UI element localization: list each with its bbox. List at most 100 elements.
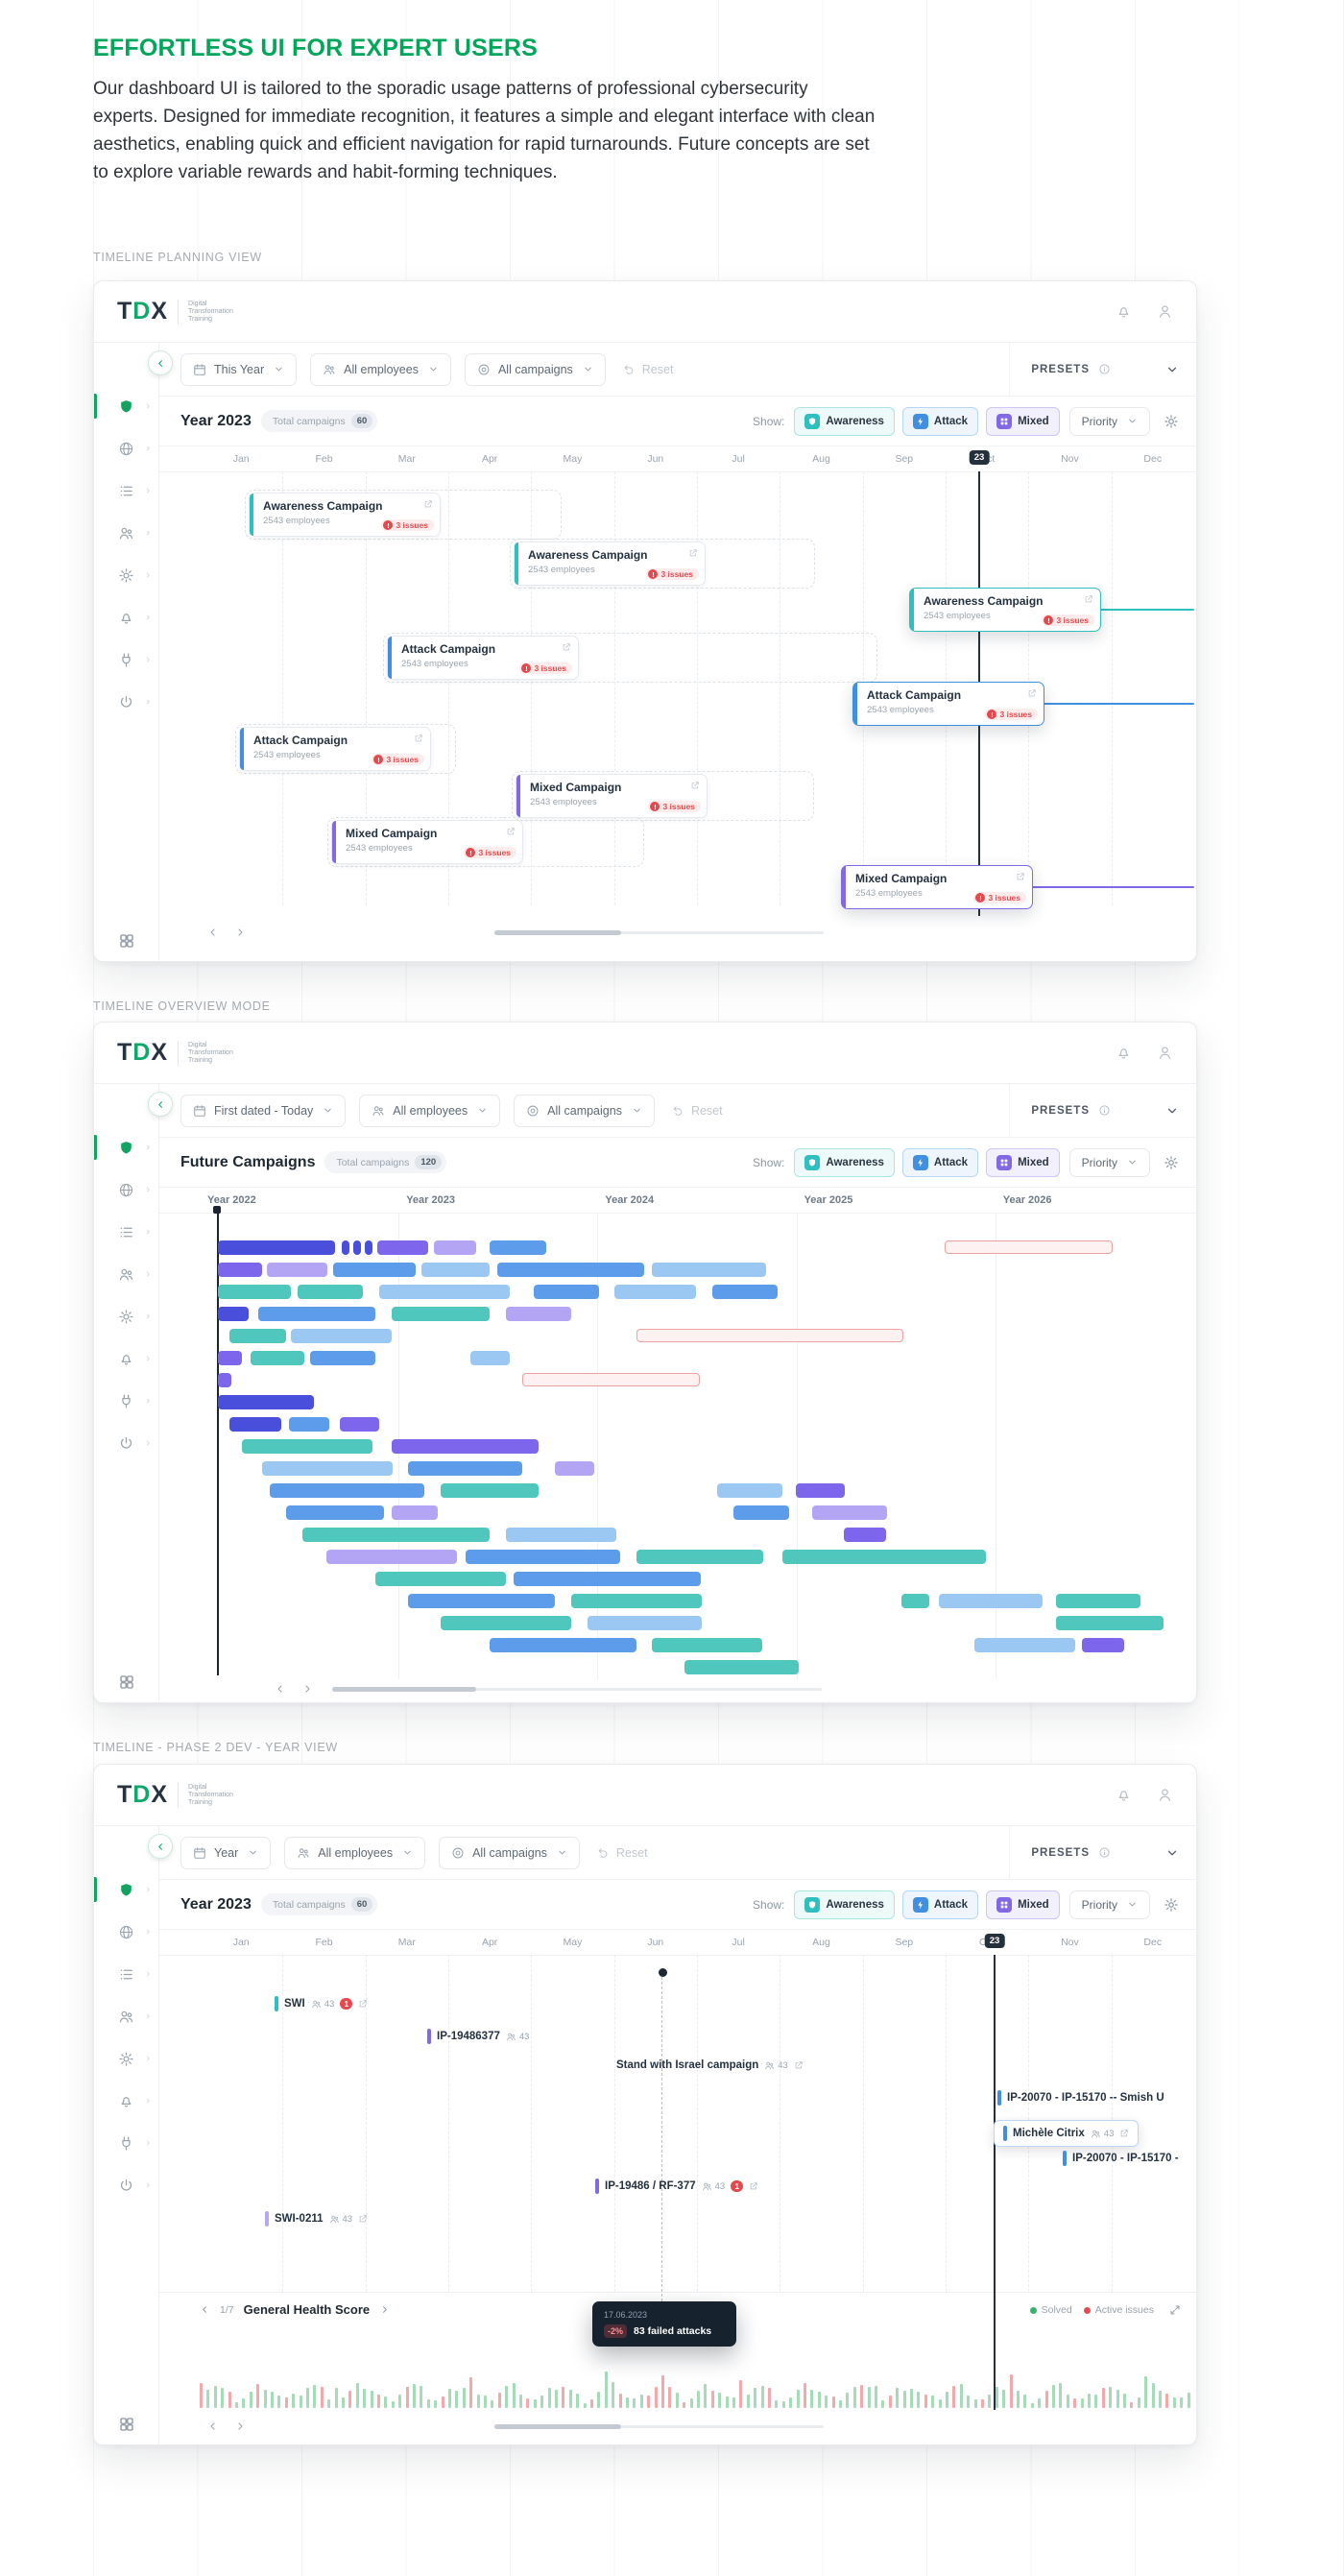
gantt-bar[interactable]: [377, 1240, 428, 1255]
sidebar-item-shield[interactable]: [94, 385, 158, 427]
sidebar-item-users[interactable]: [94, 1253, 158, 1295]
gantt-bar[interactable]: [812, 1505, 887, 1520]
settings-gear-icon[interactable]: [1164, 414, 1179, 429]
gantt-bar[interactable]: [408, 1461, 522, 1476]
gantt-bar[interactable]: [636, 1550, 763, 1564]
gantt-bar[interactable]: [901, 1594, 929, 1608]
gantt-bar[interactable]: [218, 1285, 291, 1299]
gantt-bar[interactable]: [506, 1307, 571, 1321]
gantt-bar[interactable]: [242, 1439, 372, 1454]
gantt-bar[interactable]: [522, 1373, 700, 1386]
scrollbar-thumb[interactable]: [494, 930, 621, 935]
sidebar-item-power[interactable]: [94, 1422, 158, 1464]
scroll-right-button[interactable]: [230, 923, 250, 942]
gantt-bar[interactable]: [555, 1461, 594, 1476]
campaign-card[interactable]: Mixed Campaign 2543 employees ! 3 issues: [841, 865, 1033, 909]
scrollbar-track[interactable]: [332, 1688, 822, 1691]
campaign-item[interactable]: IP-19486377 43: [427, 2027, 529, 2046]
employees-filter[interactable]: All employees: [359, 1094, 501, 1127]
scroll-left-button[interactable]: [204, 923, 223, 942]
user-account-icon[interactable]: [1157, 1045, 1173, 1061]
gantt-bar[interactable]: [796, 1483, 845, 1498]
gantt-bar[interactable]: [342, 1240, 349, 1255]
tdx-logo[interactable]: TDX Digital Transformation Training: [117, 1039, 252, 1067]
sidebar-item-bell[interactable]: [94, 1337, 158, 1380]
sidebar-item-list[interactable]: [94, 1211, 158, 1253]
gantt-bar[interactable]: [258, 1307, 375, 1321]
gantt-bar[interactable]: [1056, 1594, 1140, 1608]
gantt-bar[interactable]: [490, 1240, 546, 1255]
external-link-icon[interactable]: [506, 827, 516, 836]
tdx-logo[interactable]: TDX Digital Transformation Training: [117, 298, 252, 325]
campaign-card[interactable]: Mixed Campaign 2543 employees ! 3 issues: [516, 774, 708, 818]
campaign-item[interactable]: SWI 43 1: [275, 1994, 368, 2013]
sidebar-item-globe[interactable]: [94, 427, 158, 469]
gantt-bar[interactable]: [712, 1285, 778, 1299]
gantt-bar[interactable]: [939, 1594, 1043, 1608]
date-range-filter[interactable]: This Year: [180, 352, 298, 386]
gantt-bar[interactable]: [218, 1351, 242, 1365]
sidebar-item-users[interactable]: [94, 512, 158, 554]
filter-chip-mixed[interactable]: Mixed: [986, 1147, 1060, 1177]
apps-grid-button[interactable]: [94, 2416, 158, 2433]
sidebar-item-gear[interactable]: [94, 2037, 158, 2080]
filter-chip-mixed[interactable]: Mixed: [986, 1890, 1060, 1919]
filter-chip-awareness[interactable]: Awareness: [794, 406, 895, 436]
sidebar-item-plug[interactable]: [94, 638, 158, 681]
gantt-bar[interactable]: [286, 1505, 384, 1520]
sidebar-item-globe[interactable]: [94, 1911, 158, 1953]
gantt-bar[interactable]: [298, 1285, 363, 1299]
gantt-bar[interactable]: [302, 1528, 490, 1542]
external-link-icon[interactable]: [562, 642, 571, 652]
user-account-icon[interactable]: [1157, 1787, 1173, 1803]
gantt-bar[interactable]: [514, 1572, 701, 1586]
presets-control[interactable]: PRESETS: [1009, 1084, 1179, 1137]
gantt-bar[interactable]: [218, 1395, 314, 1409]
scroll-left-button[interactable]: [204, 2417, 223, 2436]
external-link-icon[interactable]: [688, 548, 698, 558]
external-link-icon[interactable]: [414, 734, 423, 743]
gantt-bar[interactable]: [490, 1638, 636, 1652]
sidebar-item-gear[interactable]: [94, 554, 158, 596]
gantt-bar[interactable]: [421, 1263, 490, 1277]
gantt-bar[interactable]: [684, 1660, 799, 1674]
gantt-bar[interactable]: [229, 1417, 281, 1432]
gantt-bar[interactable]: [782, 1550, 986, 1564]
gantt-bar[interactable]: [534, 1285, 599, 1299]
filter-chip-attack[interactable]: Attack: [901, 406, 979, 436]
filter-chip-mixed[interactable]: Mixed: [986, 406, 1060, 436]
gantt-bar[interactable]: [844, 1528, 886, 1542]
gantt-bar[interactable]: [289, 1417, 329, 1432]
gantt-bar[interactable]: [652, 1263, 766, 1277]
sidebar-item-power[interactable]: [94, 681, 158, 723]
settings-gear-icon[interactable]: [1164, 1897, 1179, 1913]
chevron-left-icon[interactable]: [200, 2304, 210, 2315]
campaigns-filter[interactable]: All campaigns: [514, 1094, 655, 1127]
sidebar-item-gear[interactable]: [94, 1295, 158, 1337]
campaign-item[interactable]: IP-20070 - IP-15170 -: [1063, 2149, 1179, 2168]
chevron-down-icon[interactable]: [1165, 363, 1179, 376]
scrollbar-track[interactable]: [494, 2425, 824, 2428]
gantt-bar[interactable]: [218, 1263, 262, 1277]
external-link-icon[interactable]: [358, 1999, 368, 2009]
external-link-icon[interactable]: [1084, 594, 1093, 604]
sidebar-item-bell[interactable]: [94, 2080, 158, 2122]
settings-gear-icon[interactable]: [1164, 1155, 1179, 1170]
employees-filter[interactable]: All employees: [310, 352, 451, 386]
user-account-icon[interactable]: [1157, 303, 1173, 320]
campaign-card[interactable]: Awareness Campaign 2543 employees ! 3 issue…: [514, 542, 706, 586]
campaigns-filter[interactable]: All campaigns: [439, 1836, 580, 1869]
expand-icon[interactable]: [1169, 2304, 1181, 2316]
campaign-card[interactable]: Attack Campaign 2543 employees ! 3 issues: [239, 727, 431, 771]
gantt-bar[interactable]: [506, 1528, 616, 1542]
date-range-filter[interactable]: Year: [180, 1836, 272, 1869]
sidebar-collapse-button[interactable]: [148, 1092, 173, 1117]
gantt-bar[interactable]: [636, 1329, 903, 1342]
campaign-item[interactable]: Stand with Israel campaign 43: [616, 2056, 804, 2075]
date-range-filter[interactable]: First dated - Today: [180, 1094, 347, 1127]
reset-button[interactable]: Reset: [672, 1104, 723, 1118]
gantt-bar[interactable]: [310, 1351, 375, 1365]
gantt-bar[interactable]: [441, 1483, 539, 1498]
gantt-bar[interactable]: [218, 1373, 231, 1387]
sidebar-item-plug[interactable]: [94, 1380, 158, 1422]
